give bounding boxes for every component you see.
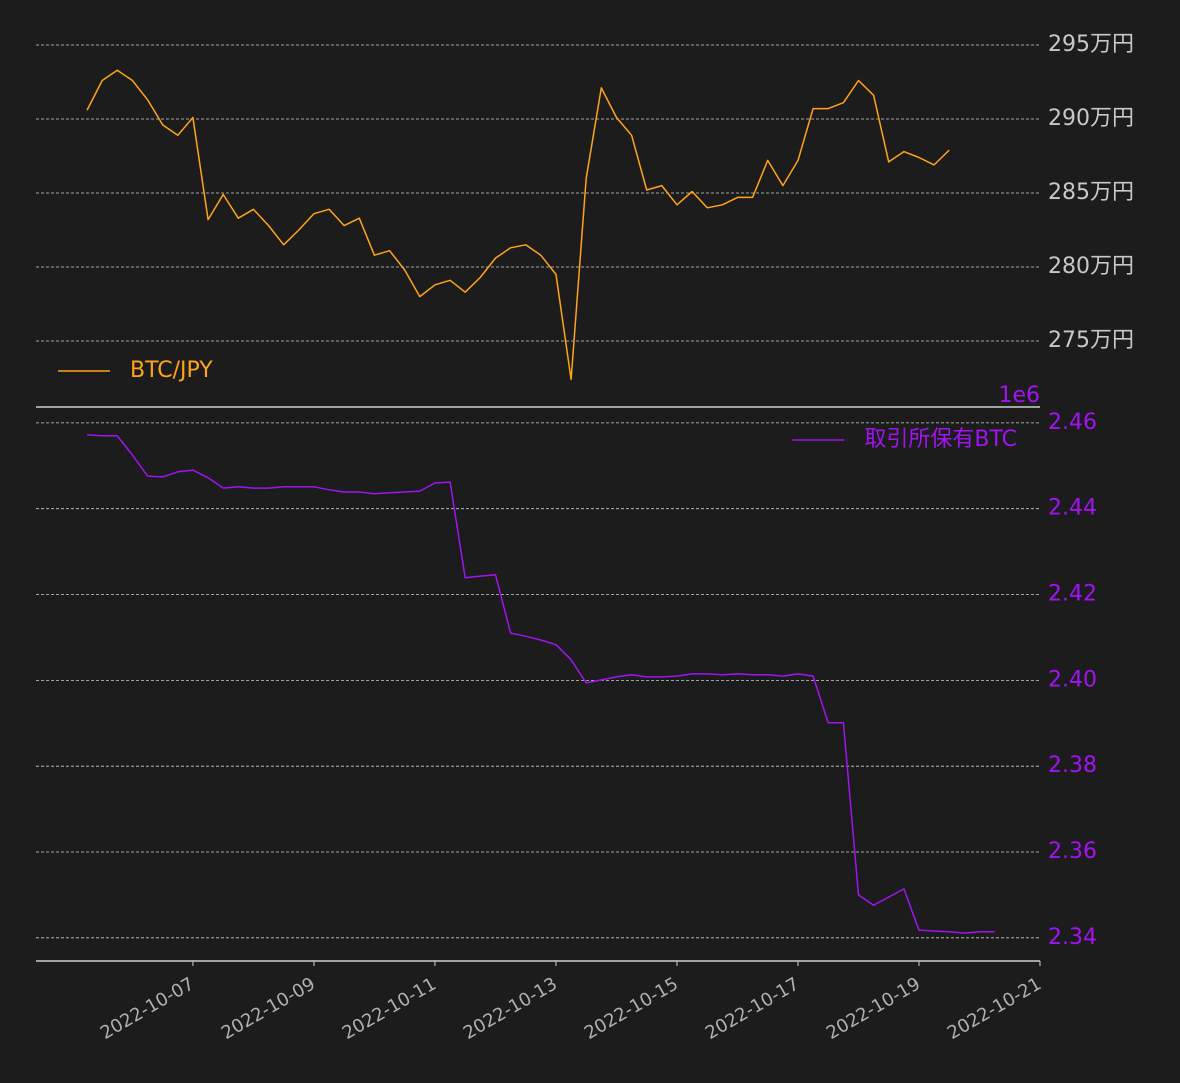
legend-label: 取引所保有BTC xyxy=(864,427,1017,452)
y-tick-label: 2.34 xyxy=(1048,925,1097,950)
series-line xyxy=(87,434,995,934)
y-tick-label: 290万円 xyxy=(1048,106,1134,131)
y-tick-label: 2.42 xyxy=(1048,582,1097,607)
y-tick-label: 295万円 xyxy=(1048,32,1134,57)
y-tick-label: 280万円 xyxy=(1048,254,1134,279)
offset-label: 1e6 xyxy=(998,383,1040,408)
series-line xyxy=(86,69,950,381)
y-tick-label: 2.46 xyxy=(1048,410,1097,435)
y-tick-label: 2.40 xyxy=(1048,667,1097,692)
y-tick-label: 285万円 xyxy=(1048,180,1134,205)
legend-label: BTC/JPY xyxy=(130,358,213,383)
y-tick-label: 275万円 xyxy=(1048,328,1134,353)
y-tick-label: 2.38 xyxy=(1048,753,1097,778)
y-tick-label: 2.44 xyxy=(1048,496,1097,521)
y-tick-label: 2.36 xyxy=(1048,839,1097,864)
